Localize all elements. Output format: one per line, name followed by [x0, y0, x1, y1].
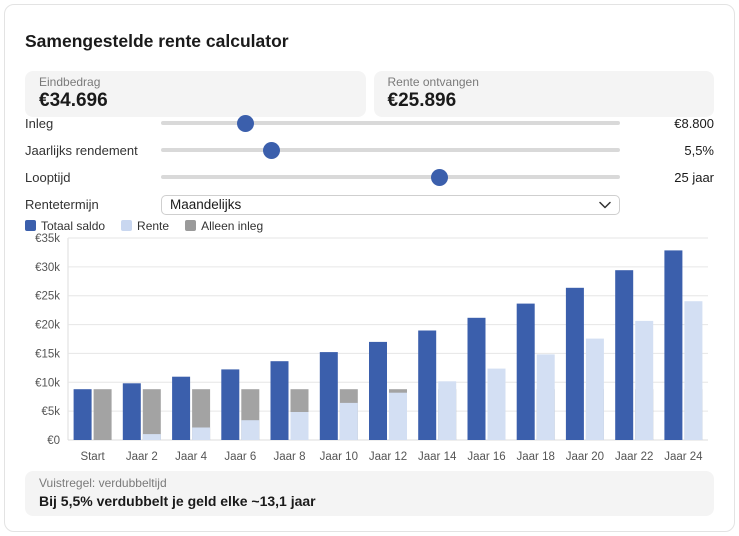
- svg-text:€0: €0: [47, 435, 60, 447]
- svg-text:Jaar 14: Jaar 14: [418, 451, 457, 463]
- svg-text:€35k: €35k: [35, 233, 60, 245]
- svg-text:Jaar 16: Jaar 16: [467, 451, 505, 463]
- svg-text:€30k: €30k: [35, 262, 60, 274]
- svg-text:Jaar 12: Jaar 12: [369, 451, 407, 463]
- svg-text:Jaar 18: Jaar 18: [517, 451, 555, 463]
- svg-text:Jaar 24: Jaar 24: [664, 451, 703, 463]
- svg-text:Jaar 22: Jaar 22: [615, 451, 653, 463]
- svg-text:Start: Start: [80, 451, 105, 463]
- svg-text:Jaar 4: Jaar 4: [175, 451, 208, 463]
- svg-text:Jaar 2: Jaar 2: [126, 451, 158, 463]
- svg-text:€5k: €5k: [41, 406, 60, 418]
- svg-text:Jaar 8: Jaar 8: [274, 451, 306, 463]
- svg-text:Jaar 10: Jaar 10: [320, 451, 358, 463]
- svg-text:€15k: €15k: [35, 348, 60, 360]
- svg-text:Jaar 6: Jaar 6: [224, 451, 256, 463]
- svg-text:€25k: €25k: [35, 290, 60, 302]
- svg-text:Jaar 20: Jaar 20: [566, 451, 604, 463]
- svg-text:€10k: €10k: [35, 377, 60, 389]
- svg-text:€20k: €20k: [35, 319, 60, 331]
